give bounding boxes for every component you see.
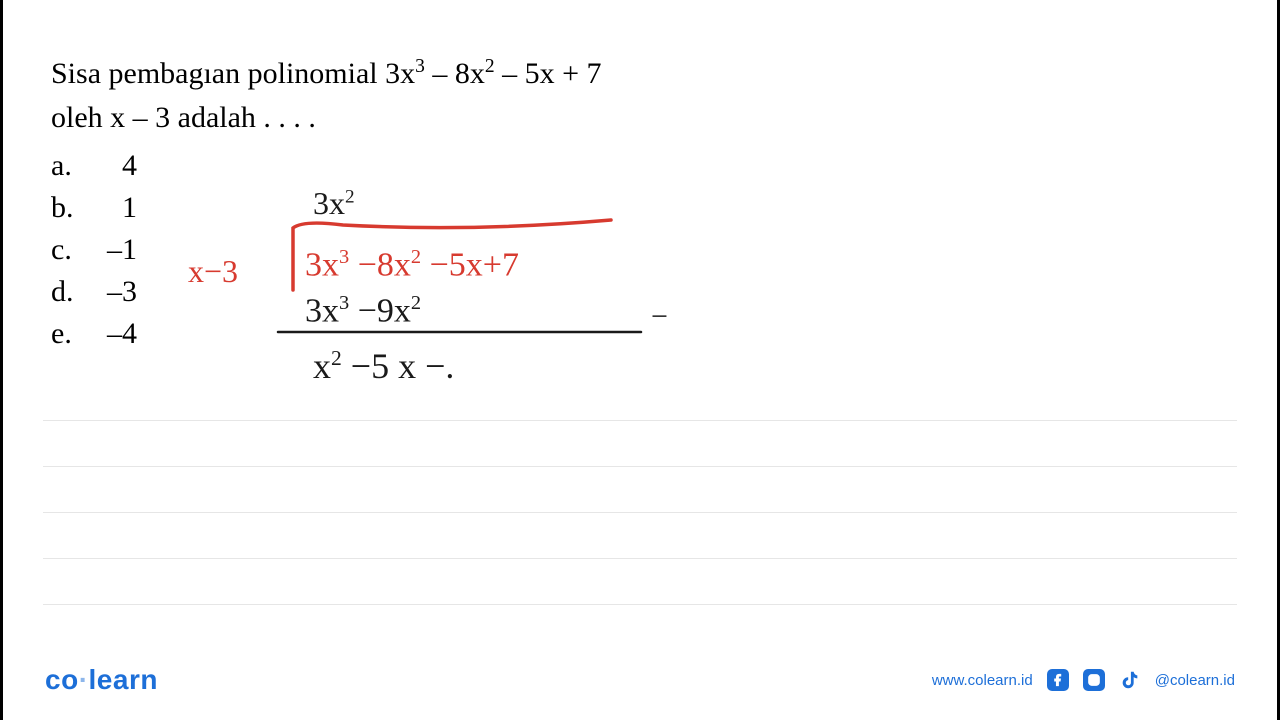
question-text: Sisa pembagıan polinomial 3x3 – 8x2 – 5x… — [51, 52, 1237, 139]
footer-right: www.colearn.id @colearn.id — [932, 669, 1235, 691]
instagram-icon[interactable] — [1083, 669, 1105, 691]
ruled-line — [43, 466, 1237, 467]
brand-logo: co·learn — [45, 664, 158, 696]
question-line-2: oleh x – 3 adalah . . . . — [51, 96, 1237, 140]
q-term1: 3x — [385, 57, 415, 90]
option-letter: a. — [51, 145, 79, 187]
option-e[interactable]: e. –4 — [51, 313, 1237, 355]
option-value: –3 — [97, 271, 137, 313]
logo-separator: · — [79, 664, 89, 695]
option-value: 1 — [97, 187, 137, 229]
option-letter: c. — [51, 229, 79, 271]
option-letter: b. — [51, 187, 79, 229]
ruled-line — [43, 512, 1237, 513]
option-letter: e. — [51, 313, 79, 355]
logo-learn: learn — [89, 664, 158, 695]
tiktok-icon[interactable] — [1119, 669, 1141, 691]
question-line-1: Sisa pembagıan polinomial 3x3 – 8x2 – 5x… — [51, 52, 1237, 96]
option-b[interactable]: b. 1 — [51, 187, 1237, 229]
q-tail: – 5x + 7 — [495, 57, 602, 90]
option-value: 4 — [97, 145, 137, 187]
footer-url[interactable]: www.colearn.id — [932, 672, 1033, 689]
ruled-line — [43, 604, 1237, 605]
option-value: –1 — [97, 229, 137, 271]
footer-handle[interactable]: @colearn.id — [1155, 672, 1235, 689]
q-prefix: Sisa pembagıan polinomial — [51, 57, 385, 90]
option-a[interactable]: a. 4 — [51, 145, 1237, 187]
q-exp1: 3 — [415, 56, 425, 77]
options-list: a. 4 b. 1 c. –1 d. –3 e. –4 — [51, 145, 1237, 355]
facebook-icon[interactable] — [1047, 669, 1069, 691]
option-letter: d. — [51, 271, 79, 313]
option-value: –4 — [97, 313, 137, 355]
option-c[interactable]: c. –1 — [51, 229, 1237, 271]
option-d[interactable]: d. –3 — [51, 271, 1237, 313]
ruled-line — [43, 558, 1237, 559]
q-sep1: – — [425, 57, 455, 90]
q-term2: 8x — [455, 57, 485, 90]
footer: co·learn www.colearn.id @colearn.id — [3, 664, 1277, 696]
q-exp2: 2 — [485, 56, 495, 77]
content-area: Sisa pembagıan polinomial 3x3 – 8x2 – 5x… — [51, 52, 1237, 355]
logo-co: co — [45, 664, 79, 695]
ruled-line — [43, 420, 1237, 421]
